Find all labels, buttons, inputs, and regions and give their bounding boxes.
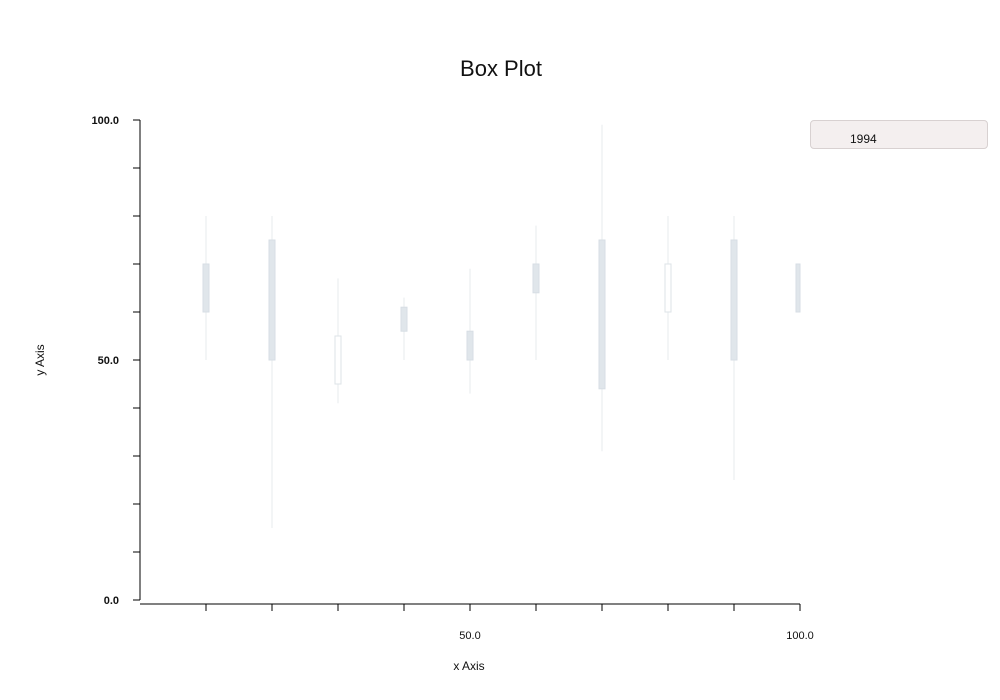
box-body-4 (466, 330, 474, 361)
box-6 (598, 124, 606, 452)
y-tick-label-0: 0.0 (104, 595, 119, 607)
x-tick-labels: 50.0 100.0 (459, 630, 813, 642)
box-body-0 (202, 263, 210, 313)
y-axis: 0.0 50.0 100.0 (91, 115, 141, 607)
chart-title: Box Plot (460, 56, 542, 81)
box-7 (664, 216, 672, 360)
box-4 (466, 268, 474, 394)
box-body-7 (664, 263, 672, 313)
box-body-8 (730, 239, 738, 361)
box-body-6 (598, 239, 606, 390)
box-8 (730, 216, 738, 480)
box-body-3 (400, 306, 408, 332)
box-series (202, 124, 801, 528)
y-tick-label-1: 50.0 (98, 355, 119, 367)
legend-item-1994: 1994 (850, 132, 877, 146)
x-ticks (205, 604, 801, 611)
box-body-9 (795, 263, 801, 313)
y-tick-label-2: 100.0 (91, 115, 119, 127)
box-1 (268, 216, 276, 528)
box-5 (532, 225, 540, 360)
box-body-1 (268, 239, 276, 361)
x-axis-label: x Axis (453, 659, 484, 673)
y-axis-label: y Axis (33, 344, 47, 375)
y-ticks (133, 119, 140, 601)
x-tick-label-0: 50.0 (459, 630, 480, 642)
box-0 (202, 216, 210, 360)
x-tick-label-1: 100.0 (786, 630, 814, 642)
x-axis: 50.0 100.0 (140, 603, 814, 642)
box-body-5 (532, 263, 540, 294)
box-body-2 (334, 335, 342, 385)
y-tick-labels: 0.0 50.0 100.0 (91, 115, 119, 607)
legend: 1994 (810, 120, 988, 149)
box-2 (334, 278, 342, 404)
box-3 (400, 297, 408, 360)
box-9 (795, 263, 801, 313)
